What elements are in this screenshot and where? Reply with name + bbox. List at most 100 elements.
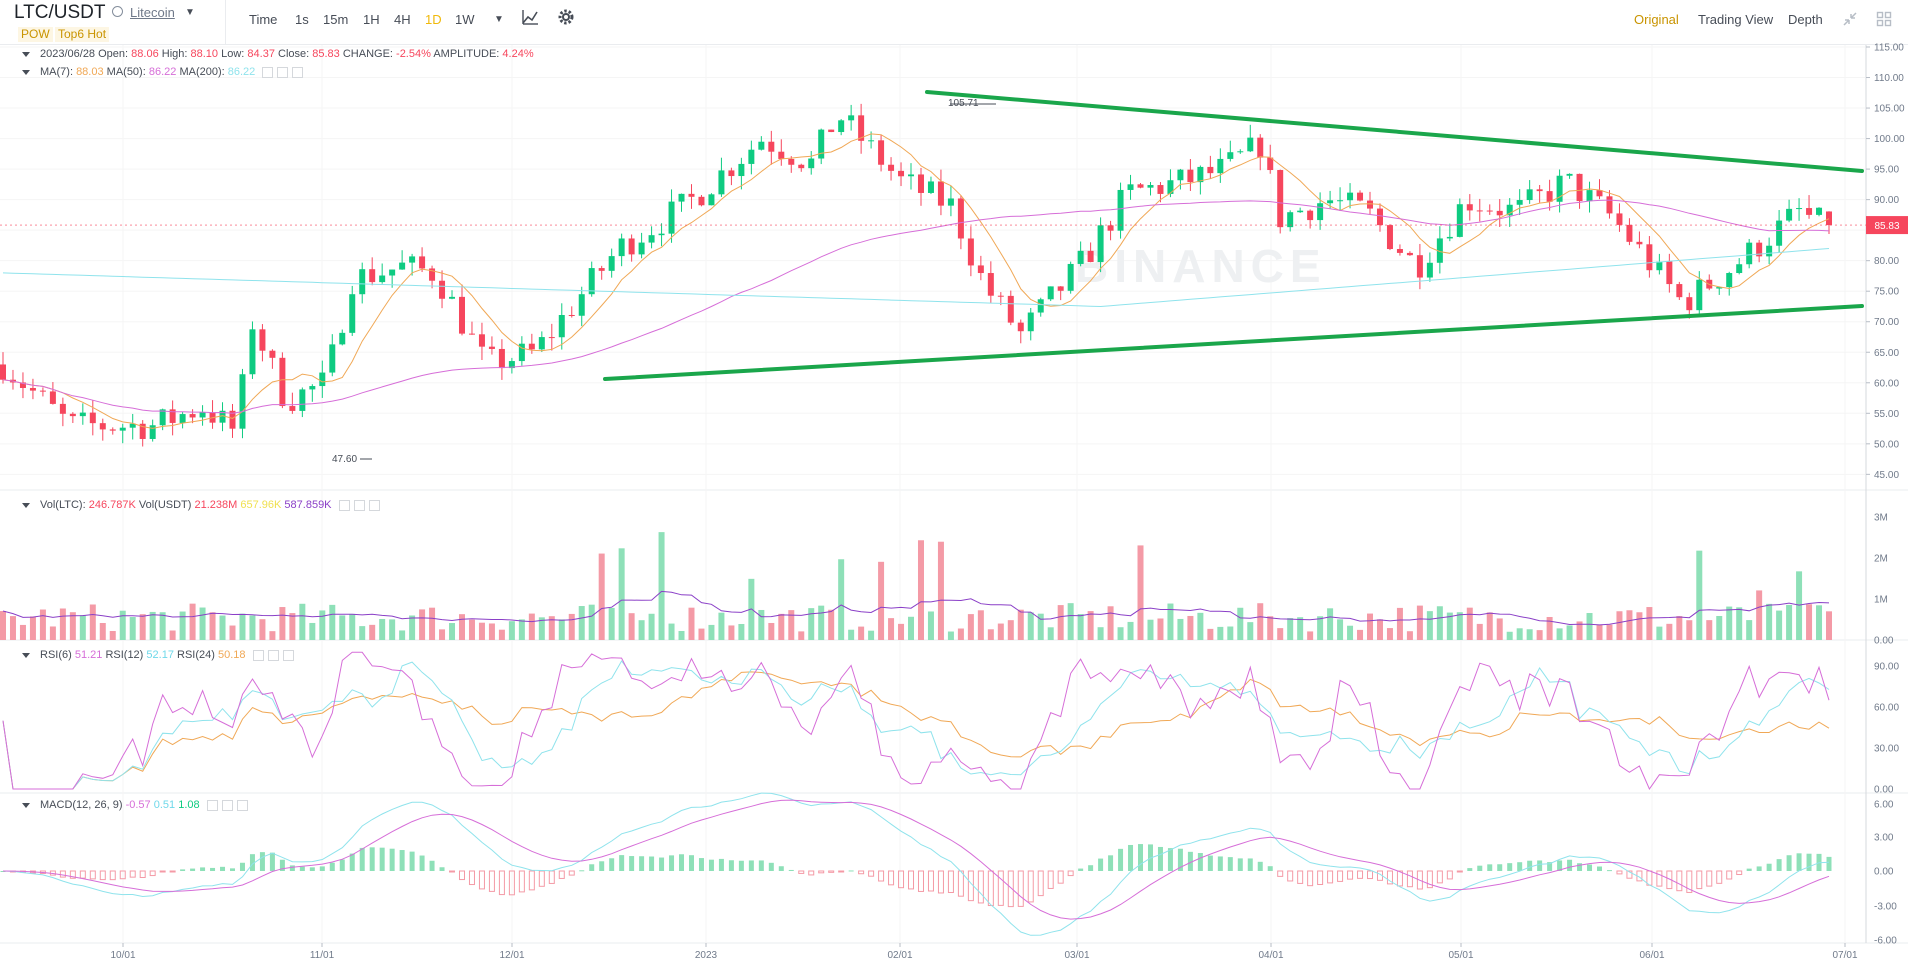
view-original[interactable]: Original	[1634, 12, 1679, 27]
collapse-triangle-icon[interactable]	[22, 69, 30, 75]
macd-histogram-bar	[1108, 855, 1114, 871]
macd-histogram-bar	[1027, 870, 1034, 903]
collapse-triangle-icon[interactable]	[22, 502, 30, 508]
collapse-triangle-icon[interactable]	[22, 51, 30, 57]
timeframe-1h[interactable]: 1H	[363, 12, 380, 27]
timeframe-1w[interactable]: 1W	[455, 12, 475, 27]
settings-square-icon[interactable]	[206, 799, 218, 811]
candle-body	[1037, 299, 1044, 313]
pair-dropdown-icon[interactable]: ▼	[185, 7, 195, 18]
volume-bar	[458, 614, 465, 640]
candle-body	[598, 268, 605, 271]
close-square-icon[interactable]	[368, 499, 380, 511]
volume-bar	[209, 612, 216, 640]
macd-histogram-bar	[619, 855, 625, 871]
timeframe-1s[interactable]: 1s	[295, 12, 309, 27]
settings-square-icon[interactable]	[338, 499, 350, 511]
candle-body	[1127, 184, 1134, 190]
close-square-icon[interactable]	[236, 799, 248, 811]
volume-bar	[1057, 605, 1064, 640]
coin-name-link[interactable]: Litecoin	[130, 5, 175, 20]
timeframe-4h[interactable]: 4H	[394, 12, 411, 27]
macd-histogram-bar	[220, 866, 226, 871]
resistance-trendline	[925, 90, 1864, 173]
macd-histogram-bar	[379, 847, 385, 871]
close-square-icon[interactable]	[282, 649, 294, 661]
candle-body	[29, 387, 36, 391]
time-tick-label: 11/01	[310, 950, 335, 961]
trendlines	[603, 90, 1864, 381]
candle-body	[219, 410, 226, 423]
macd-histogram-bar	[828, 870, 835, 873]
macd-histogram-bar	[299, 866, 305, 871]
candle-body	[1796, 208, 1803, 210]
timeframe-15m[interactable]: 15m	[323, 12, 349, 27]
candle-body	[808, 158, 815, 169]
volume-bar	[149, 611, 156, 640]
volume-bar	[239, 613, 246, 640]
volume-bar	[1816, 605, 1823, 640]
candle-body	[508, 361, 515, 369]
timeframe-1d[interactable]: 1D	[425, 12, 442, 27]
collapse-triangle-icon[interactable]	[22, 802, 30, 808]
candle-body	[379, 275, 386, 283]
candle-body	[1047, 286, 1054, 300]
hide-square-icon[interactable]	[267, 649, 279, 661]
volume-bar	[1207, 628, 1214, 640]
volume-bar	[927, 611, 934, 640]
rsi-legend: RSI(6) 51.21 RSI(12) 52.17 RSI(24) 50.18	[22, 649, 294, 661]
indicator-icon[interactable]	[521, 8, 539, 26]
grid-layout-icon[interactable]	[1876, 11, 1892, 27]
ma7-line	[2, 133, 1830, 429]
volume-bar	[439, 629, 446, 640]
macd-histogram-bar	[1078, 868, 1084, 871]
macd-histogram-bar	[788, 869, 794, 871]
timeframe-time[interactable]: Time	[249, 12, 278, 27]
pair-title[interactable]: LTC/USDT	[14, 2, 106, 23]
ma-legend: MA(7): 88.03 MA(50): 86.22 MA(200): 86.2…	[22, 66, 304, 78]
macd-histogram-bar	[200, 867, 206, 871]
candle-body	[1486, 210, 1493, 212]
volume-bar	[848, 629, 855, 640]
candle-body	[1257, 137, 1264, 158]
volume-bar	[1756, 590, 1763, 640]
macd-histogram-bar	[1187, 851, 1193, 871]
volume-bar	[1616, 611, 1623, 640]
candle-body	[738, 163, 745, 177]
macd-histogram-bar	[1656, 870, 1663, 887]
more-timeframes-icon[interactable]: ▼	[494, 14, 504, 25]
view-trading-view[interactable]: Trading View	[1698, 12, 1774, 27]
candle-body	[468, 333, 475, 335]
hide-square-icon[interactable]	[353, 499, 365, 511]
collapse-icon[interactable]	[1842, 11, 1858, 27]
volume-bar	[917, 540, 924, 640]
candle-body	[69, 413, 76, 417]
settings-gear-icon[interactable]	[557, 8, 575, 26]
macd-histogram-bar	[649, 856, 655, 871]
settings-square-icon[interactable]	[252, 649, 264, 661]
candle-body	[708, 194, 715, 206]
candle-body	[1406, 252, 1413, 256]
vol-usdt-label: Vol(USDT)	[138, 499, 192, 511]
macd-histogram-bar	[1567, 859, 1573, 871]
macd-histogram-bar	[69, 870, 76, 879]
view-depth[interactable]: Depth	[1788, 12, 1823, 27]
hide-square-icon[interactable]	[221, 799, 233, 811]
tag-top6-hot[interactable]: Top6 Hot	[55, 27, 110, 42]
candle-body	[1017, 322, 1024, 332]
close-square-icon[interactable]	[292, 66, 304, 78]
candle-body	[1067, 263, 1074, 291]
macd-histogram-bar	[1487, 864, 1493, 871]
price-tick-label: 110.00	[1874, 73, 1904, 84]
macd-histogram-bar	[1726, 870, 1733, 880]
hide-square-icon[interactable]	[277, 66, 289, 78]
candle-body	[957, 198, 964, 239]
settings-square-icon[interactable]	[262, 66, 274, 78]
macd-histogram-bar	[778, 866, 784, 871]
candle-body	[409, 256, 416, 263]
collapse-triangle-icon[interactable]	[22, 652, 30, 658]
tag-pow[interactable]: POW	[18, 27, 53, 42]
ohlc-legend: 2023/06/28 Open: 88.06 High: 88.10 Low: …	[22, 48, 534, 60]
macd-histogram-bar	[449, 870, 456, 873]
